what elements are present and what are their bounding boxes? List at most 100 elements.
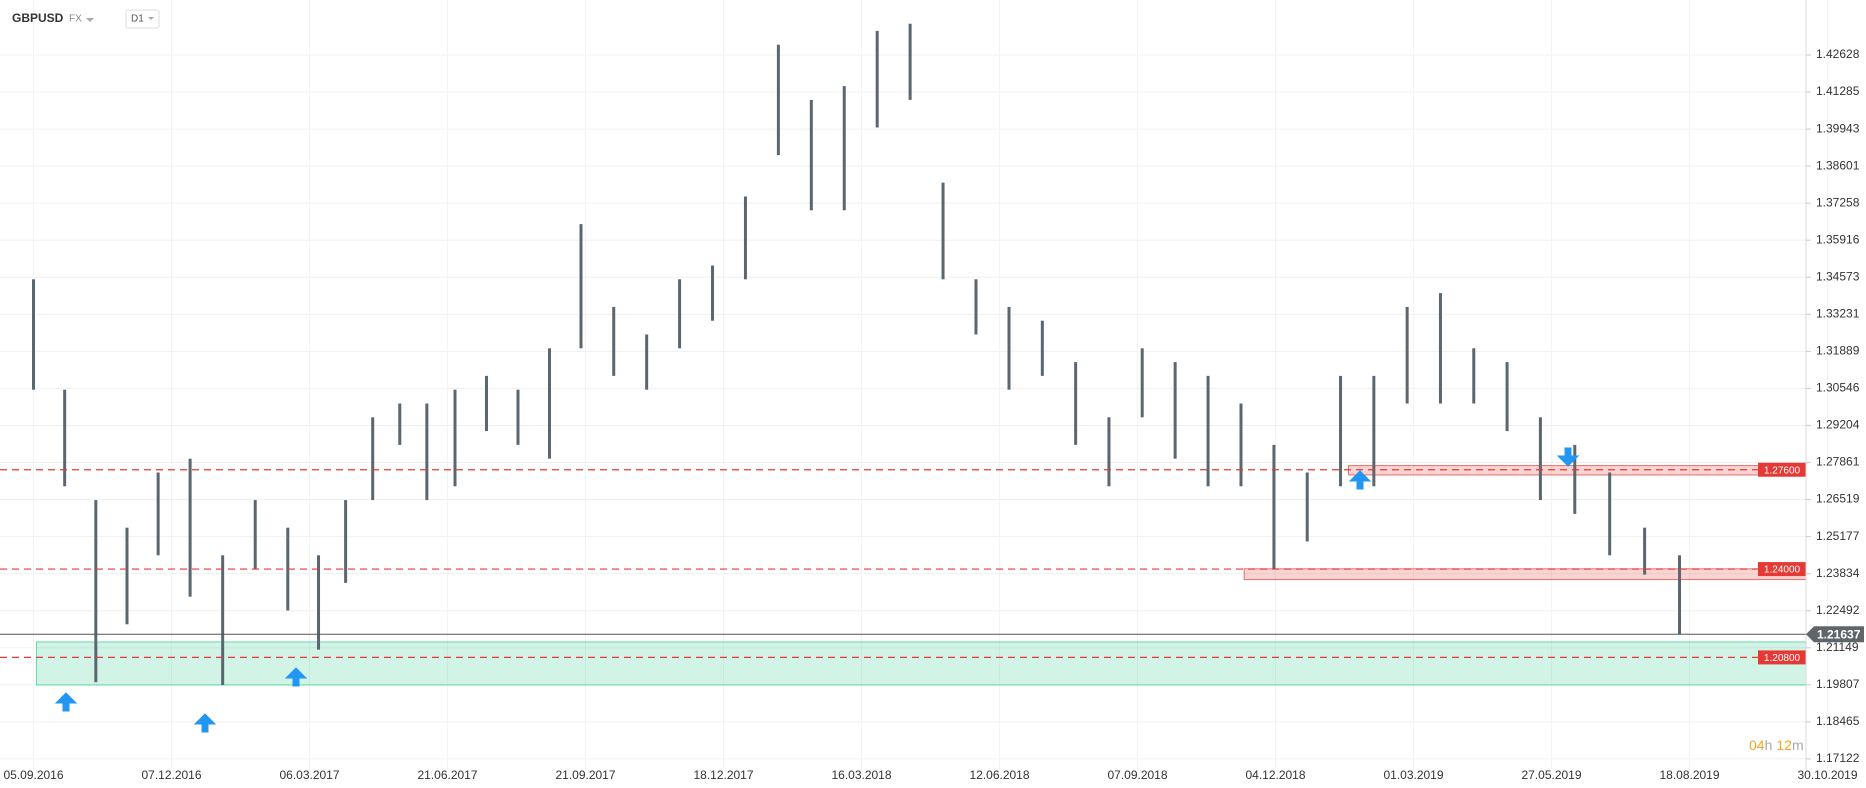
x-tick-label: 05.09.2016 (3, 768, 63, 782)
price-bar (317, 555, 321, 650)
price-bar (1405, 306, 1409, 404)
interval-caret[interactable] (148, 17, 154, 20)
price-bar (743, 196, 747, 280)
level-label-bg (1758, 650, 1806, 665)
price-bar (711, 265, 715, 321)
price-bar (453, 389, 457, 487)
price-bar (1305, 472, 1309, 542)
price-bar (1173, 362, 1177, 459)
price-bar (776, 44, 780, 156)
level-label: 1.27600 (1764, 465, 1801, 476)
price-bar (1678, 555, 1682, 635)
y-tick-label: 1.21149 (1816, 640, 1859, 654)
price-bar (678, 279, 682, 349)
y-tick-label: 1.22492 (1816, 603, 1860, 617)
price-bar (398, 403, 402, 445)
price-bar (1140, 348, 1144, 418)
price-bar (1505, 362, 1509, 432)
price-bar (485, 375, 488, 432)
x-tick-label: 06.03.2017 (279, 768, 339, 782)
interval-box[interactable] (125, 9, 160, 29)
levels: 1.27600 1.24000 1.20800 (0, 462, 1806, 665)
price-bar (1538, 417, 1542, 501)
price-bar (253, 500, 257, 570)
y-tick-label: 1.18465 (1816, 714, 1860, 728)
y-tick-label: 1.33231 (1816, 306, 1860, 320)
x-tick-label: 18.08.2019 (1659, 768, 1719, 782)
level-label-bg (1758, 462, 1806, 477)
price-bar (371, 417, 375, 501)
price-bar (974, 279, 978, 335)
zone (35, 641, 1807, 686)
x-tick-label: 30.10.2019 (1797, 768, 1857, 782)
y-tick-label: 1.34573 (1816, 269, 1860, 283)
price-bar (1107, 417, 1111, 487)
down-arrow (1556, 447, 1580, 467)
y-tick-label: 1.26519 (1816, 492, 1860, 506)
price-bar (1372, 375, 1376, 487)
price-bar (1074, 362, 1078, 445)
price-bar (63, 389, 67, 487)
price-bar (1608, 472, 1612, 556)
price-bar (344, 500, 348, 583)
market-caret[interactable] (86, 18, 94, 22)
x-tick-label: 21.06.2017 (417, 768, 477, 782)
price-bar (1007, 306, 1011, 390)
up-arrow (284, 667, 308, 687)
price-bar (1472, 348, 1476, 404)
countdown-unit: h (1765, 737, 1773, 753)
y-tick-label: 1.38601 (1816, 158, 1860, 172)
price-bar (1643, 527, 1647, 575)
price-bar (156, 472, 160, 556)
price-bar (425, 403, 429, 501)
price-bar (1339, 375, 1343, 487)
market: FX (69, 14, 82, 25)
price-bar (221, 555, 225, 685)
level-label: 1.24000 (1764, 565, 1801, 576)
y-tick-label: 1.29204 (1816, 418, 1860, 432)
countdown: 04h 12m (1749, 737, 1804, 753)
x-tick-label: 04.12.2018 (1245, 768, 1305, 782)
level-label: 1.20800 (1764, 653, 1801, 664)
price-bar (125, 527, 129, 625)
price-bar (1206, 375, 1210, 487)
x-tick-label: 27.05.2019 (1521, 768, 1581, 782)
price-bar (1438, 293, 1442, 404)
price-bar (941, 182, 945, 280)
price-bar (286, 527, 290, 611)
y-tick-label: 1.42628 (1816, 47, 1860, 61)
price-bar (32, 279, 35, 390)
price-bar (1573, 444, 1577, 514)
y-tick-label: 1.25177 (1816, 529, 1860, 543)
y-tick-label: 1.30546 (1816, 381, 1860, 395)
signal-arrows (54, 447, 1580, 733)
price-bar (1239, 403, 1243, 487)
countdown-minutes: 12 (1776, 737, 1792, 753)
x-tick-label: 07.12.2016 (141, 768, 201, 782)
price-bar (908, 23, 912, 100)
price-bar (548, 348, 551, 459)
interval[interactable]: D1 (131, 14, 144, 25)
y-tick-label: 1.35916 (1816, 232, 1860, 246)
countdown-unit: m (1792, 737, 1804, 753)
x-tick-label: 07.09.2018 (1107, 768, 1167, 782)
zone (1243, 568, 1807, 581)
price-bar (1040, 320, 1044, 376)
price-bar (579, 224, 583, 349)
y-tick-label: 1.39943 (1816, 121, 1860, 135)
symbol[interactable]: GBPUSD (12, 11, 64, 25)
price-bar (809, 99, 813, 211)
y-tick-label: 1.23834 (1816, 566, 1860, 580)
y-tick-label: 1.17122 (1816, 751, 1860, 765)
price-bar (94, 500, 98, 683)
x-tick-label: 01.03.2019 (1383, 768, 1443, 782)
price-bar (645, 334, 649, 390)
y-tick-label: 1.27861 (1816, 455, 1860, 469)
y-tick-label: 1.37258 (1816, 195, 1860, 209)
y-tick-label: 1.31889 (1816, 344, 1860, 358)
y-tick-label: 1.19807 (1816, 677, 1860, 691)
up-arrow (193, 713, 217, 733)
current-price-label: 1.21637 (1817, 627, 1861, 641)
price-bar (1272, 444, 1276, 570)
